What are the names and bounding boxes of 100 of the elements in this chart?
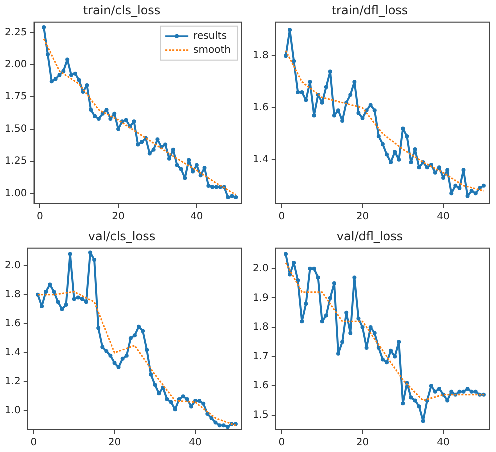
point — [308, 80, 312, 84]
point — [462, 390, 466, 394]
point — [368, 103, 373, 108]
point — [332, 282, 336, 286]
x-tick-label: 0 — [278, 438, 286, 449]
point — [429, 384, 434, 388]
point — [169, 400, 174, 404]
point — [112, 361, 117, 366]
point — [164, 142, 168, 147]
point — [52, 290, 56, 294]
point — [336, 108, 341, 113]
point — [450, 192, 454, 196]
point — [466, 194, 470, 198]
y-tick-label: 1.75 — [5, 92, 28, 103]
point — [116, 366, 121, 370]
point — [364, 346, 369, 350]
chart-title: train/cls_loss — [83, 3, 161, 18]
y-tick-label: 1.8 — [252, 50, 269, 62]
point — [336, 352, 341, 356]
point — [77, 78, 82, 82]
point — [80, 297, 84, 302]
point — [92, 258, 97, 262]
point — [372, 331, 377, 336]
point — [76, 296, 80, 300]
point — [120, 356, 125, 361]
point — [44, 290, 48, 294]
point — [316, 276, 320, 280]
point — [175, 163, 180, 168]
point — [148, 152, 152, 156]
y-tick-label: 2.0 — [4, 260, 21, 272]
point — [401, 402, 406, 406]
point — [54, 77, 58, 82]
point — [136, 324, 141, 329]
point — [210, 185, 215, 190]
point — [93, 114, 98, 118]
x-tick-label: 40 — [437, 438, 450, 449]
point — [116, 127, 121, 132]
point — [332, 114, 336, 118]
point — [300, 90, 304, 94]
point — [384, 152, 389, 157]
point — [96, 326, 101, 330]
point — [191, 170, 196, 174]
point — [167, 156, 172, 161]
point — [128, 336, 133, 340]
x-tick-label: 40 — [189, 438, 202, 449]
point — [300, 320, 304, 324]
point — [58, 73, 62, 78]
line-series — [285, 50, 485, 192]
chart-title: val/cls_loss — [88, 229, 156, 244]
point — [218, 424, 222, 428]
point — [397, 158, 402, 162]
point — [108, 354, 113, 358]
point — [190, 404, 194, 409]
point — [226, 425, 230, 430]
point — [376, 134, 381, 139]
point — [348, 331, 353, 336]
point — [360, 325, 365, 330]
y-tick-label: 1.6 — [252, 380, 269, 392]
point — [165, 397, 170, 402]
point — [124, 354, 129, 358]
point — [324, 85, 328, 90]
point — [393, 354, 398, 359]
point — [401, 126, 406, 131]
point — [372, 108, 377, 113]
point — [312, 114, 316, 118]
y-tick-label: 1.4 — [4, 348, 21, 359]
point — [433, 170, 438, 175]
legend-label: results — [194, 30, 228, 42]
point — [183, 176, 188, 180]
y-tick-label: 2.0 — [252, 263, 269, 274]
point — [141, 329, 146, 334]
point — [198, 398, 202, 403]
point — [389, 348, 394, 353]
chart-title: train/dfl_loss — [332, 3, 408, 18]
point — [104, 350, 109, 354]
point — [198, 174, 203, 178]
point — [380, 358, 385, 362]
point — [450, 390, 454, 394]
point — [482, 184, 486, 188]
point — [124, 118, 128, 122]
point — [324, 314, 328, 318]
y-tick-label: 1.25 — [5, 156, 28, 168]
point — [171, 148, 176, 152]
point — [100, 112, 105, 116]
point — [438, 386, 442, 391]
point — [202, 166, 207, 170]
legend-label: smooth — [194, 44, 232, 56]
point — [397, 340, 402, 344]
y-tick-label: 1.2 — [4, 376, 21, 388]
point — [72, 297, 76, 302]
point — [56, 300, 60, 304]
point — [413, 398, 418, 403]
x-tick-label: 0 — [278, 212, 286, 223]
point — [112, 112, 117, 116]
line-series — [37, 291, 237, 426]
point — [409, 396, 414, 400]
point — [433, 390, 438, 394]
point — [284, 252, 288, 256]
point — [284, 54, 288, 58]
point — [344, 310, 349, 315]
